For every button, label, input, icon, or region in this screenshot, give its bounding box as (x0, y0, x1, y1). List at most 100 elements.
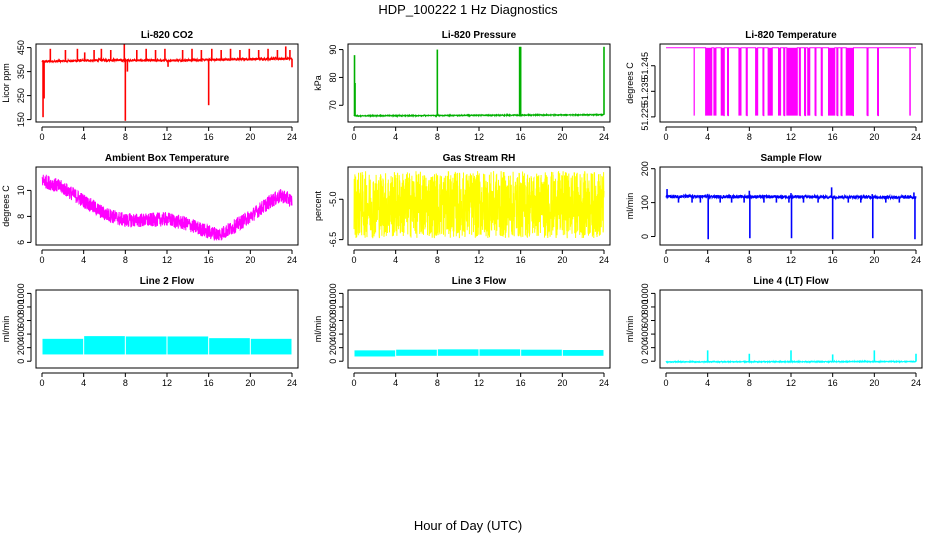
y-tick-label: -5.0 (328, 192, 338, 208)
x-tick-label: 24 (911, 132, 921, 142)
x-tick-label: 8 (435, 378, 440, 388)
y-tick-label: 450 (16, 40, 26, 55)
x-tick-label: 12 (474, 255, 484, 265)
x-tick-label: 8 (435, 255, 440, 265)
y-tick-label: 400 (640, 327, 650, 342)
x-tick-label: 16 (516, 255, 526, 265)
data-band (479, 349, 521, 356)
y-axis-label: ml/min (625, 316, 635, 343)
x-axis: 0 4 8 12 16 20 24 (351, 372, 609, 388)
y-axis-label: degrees C (1, 185, 11, 227)
panel-title: Line 2 Flow (140, 276, 195, 287)
x-tick-label: 16 (828, 132, 838, 142)
x-tick-label: 16 (516, 132, 526, 142)
x-tick-label: 8 (123, 255, 128, 265)
x-tick-label: 0 (39, 378, 44, 388)
chart-panel-4: Ambient Box Temperature degrees C 0 4 8 12 16 2… (1, 153, 299, 265)
y-tick-label: 400 (16, 327, 26, 342)
x-axis: 0 4 8 12 16 20 24 (351, 126, 609, 142)
y-tick-label: 200 (328, 340, 338, 355)
y-axis-label: ml/min (1, 316, 11, 343)
y-tick-label: 800 (16, 299, 26, 314)
panel-title: Line 3 Flow (452, 276, 507, 287)
y-tick-label: 600 (16, 313, 26, 328)
panel-title: Li-820 Pressure (442, 30, 517, 41)
y-axis-label: percent (313, 190, 323, 221)
x-tick-label: 0 (663, 132, 668, 142)
x-axis: 0 4 8 12 16 20 24 (663, 249, 921, 265)
data-band (125, 336, 167, 355)
x-tick-label: 20 (245, 255, 255, 265)
x-tick-label: 20 (557, 132, 567, 142)
x-tick-label: 8 (747, 255, 752, 265)
x-tick-label: 24 (287, 378, 297, 388)
y-tick-label: 1000 (328, 283, 338, 303)
series-data (353, 171, 605, 239)
x-tick-label: 16 (204, 378, 214, 388)
data-line (41, 55, 293, 64)
x-tick-label: 4 (81, 132, 86, 142)
y-tick-label: 51.225 (640, 103, 650, 131)
figure-title: HDP_100222 1 Hz Diagnostics (378, 2, 558, 17)
x-tick-label: 16 (516, 378, 526, 388)
y-tick-label: 51.235 (640, 78, 650, 106)
x-tick-label: 24 (599, 378, 609, 388)
y-tick-label: 70 (328, 100, 338, 110)
x-tick-label: 0 (39, 132, 44, 142)
x-tick-label: 8 (123, 132, 128, 142)
data-band (354, 350, 396, 357)
plot-frame (35, 43, 299, 123)
x-tick-label: 12 (786, 255, 796, 265)
x-tick-label: 0 (351, 378, 356, 388)
plot-frame (35, 289, 299, 369)
x-tick-label: 4 (705, 132, 710, 142)
data-band (84, 336, 125, 355)
x-tick-label: 16 (204, 255, 214, 265)
plot-frame (347, 166, 611, 246)
y-tick-label: 600 (640, 313, 650, 328)
data-band (521, 349, 562, 356)
chart-panel-1: Li-820 CO2 Licor ppm 0 4 8 12 16 20 24 150 250 350 4… (1, 30, 299, 142)
plot-frame (659, 43, 923, 123)
data-line (353, 112, 605, 119)
series-data (665, 350, 917, 365)
x-tick-label: 12 (786, 132, 796, 142)
panel-title: Line 4 (LT) Flow (753, 276, 829, 287)
x-tick-label: 20 (557, 378, 567, 388)
x-tick-label: 12 (162, 378, 172, 388)
x-axis: 0 4 8 12 16 20 24 (39, 249, 297, 265)
x-tick-label: 20 (245, 132, 255, 142)
data-line (666, 47, 916, 117)
y-tick-label: 100 (640, 195, 650, 210)
plot-frame (35, 166, 299, 246)
x-tick-label: 4 (393, 255, 398, 265)
y-tick-label: 1000 (16, 283, 26, 303)
x-axis-caption: Hour of Day (UTC) (413, 518, 523, 533)
x-tick-label: 8 (747, 378, 752, 388)
plot-frame (347, 43, 611, 123)
y-tick-label: 400 (328, 327, 338, 342)
chart-panel-8: Line 3 Flow ml/min 0 4 8 12 16 20 24 0 20040060080… (313, 276, 611, 388)
y-axis-label: kPa (313, 75, 323, 91)
x-axis: 0 4 8 12 16 20 24 (39, 372, 297, 388)
x-tick-label: 0 (663, 255, 668, 265)
chart-panel-9: Line 4 (LT) Flow ml/min 0 4 8 12 16 20 24 0 200400… (625, 276, 923, 388)
y-tick-label: 200 (640, 161, 650, 176)
chart-panel-5: Gas Stream RH percent 0 4 8 12 16 20 24 -6.5 -5.0 (313, 153, 611, 265)
x-tick-label: 8 (123, 378, 128, 388)
x-tick-label: 12 (474, 132, 484, 142)
chart-panel-7: Line 2 Flow ml/min 0 4 8 12 16 20 24 0 20040060080… (1, 276, 299, 388)
x-tick-label: 20 (245, 378, 255, 388)
series-data (42, 336, 292, 355)
x-tick-label: 12 (474, 378, 484, 388)
y-axis-label: ml/min (625, 193, 635, 220)
data-band (209, 338, 250, 355)
x-axis: 0 4 8 12 16 20 24 (351, 249, 609, 265)
x-tick-label: 24 (911, 255, 921, 265)
y-tick-label: 0 (16, 359, 26, 364)
x-tick-label: 0 (663, 378, 668, 388)
data-line (353, 171, 605, 239)
plot-frame (659, 289, 923, 369)
